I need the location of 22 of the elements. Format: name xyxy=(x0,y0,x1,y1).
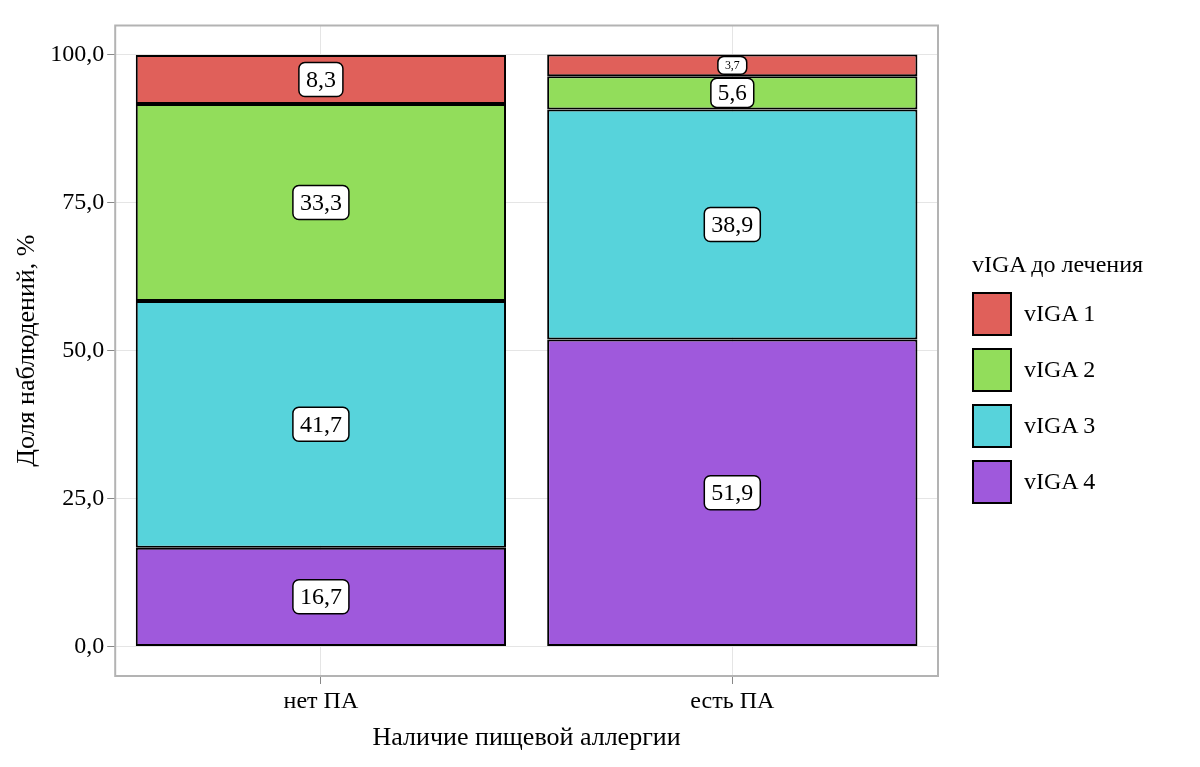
data-label: 51,9 xyxy=(711,478,754,505)
x-tick-label: есть ПА xyxy=(690,686,775,713)
y-tick-label: 50,0 xyxy=(62,336,105,362)
legend-label: vIGA 2 xyxy=(1024,356,1096,383)
x-tick-label: нет ПА xyxy=(283,686,359,713)
data-label: 41,7 xyxy=(299,410,342,437)
text: vIGA 3 xyxy=(1024,412,1096,439)
legend-label: vIGA 1 xyxy=(1024,300,1096,327)
data-label: 8,3 xyxy=(305,65,336,92)
y-axis-title: Доля наблюдений, % xyxy=(11,234,41,467)
y-tick-label: 100,0 xyxy=(50,40,105,67)
legend-label: vIGA 4 xyxy=(1024,468,1096,495)
data-label: 5,6 xyxy=(717,78,747,105)
legend-title: vIGA до лечения xyxy=(972,250,1144,278)
data-label: 16,7 xyxy=(299,583,342,610)
data-label: 33,3 xyxy=(299,188,342,215)
x-axis-title: Наличие пищевой аллергии xyxy=(372,722,681,752)
y-tick-label: 75,0 xyxy=(62,188,105,215)
data-label: 38,9 xyxy=(711,210,754,237)
data-label: 3,7 xyxy=(724,58,740,73)
y-tick-label: 25,0 xyxy=(62,483,105,510)
y-tick-label: 0,0 xyxy=(74,631,105,658)
